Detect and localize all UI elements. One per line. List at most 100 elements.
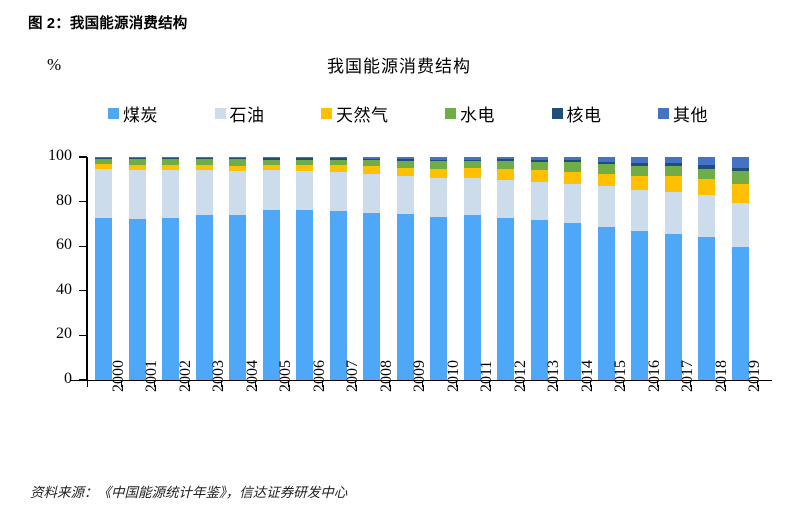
bar-segment-天然气	[430, 169, 448, 179]
x-axis-line	[70, 379, 772, 382]
bar-segment-核电	[396, 159, 414, 161]
bar-segment-核电	[363, 158, 381, 161]
legend-label: 水电	[460, 105, 495, 125]
bar-segment-煤炭	[329, 210, 347, 380]
bar-2011[interactable]	[463, 157, 481, 380]
bar-2015[interactable]	[597, 157, 615, 380]
bar-segment-煤炭	[296, 210, 314, 380]
bar-segment-天然气	[497, 169, 515, 180]
bar-segment-水电	[229, 159, 247, 166]
chart-legend: 煤炭 石油 天然气 水电 核电 其他	[108, 100, 708, 126]
legend-item-煤炭[interactable]: 煤炭	[108, 101, 158, 126]
bar-segment-煤炭	[396, 213, 414, 380]
x-axis-tick-mark	[154, 380, 156, 387]
bar-segment-其他	[296, 157, 314, 159]
bar-segment-水电	[195, 159, 213, 165]
bar-segment-水电	[497, 161, 515, 170]
bar-segment-其他	[128, 157, 146, 158]
x-axis-tick-mark	[690, 380, 692, 387]
bar-segment-天然气	[731, 184, 749, 203]
bar-segment-天然气	[363, 166, 381, 174]
y-axis-tick-mark	[79, 379, 87, 381]
bar-2004[interactable]	[229, 157, 247, 380]
bar-2010[interactable]	[430, 157, 448, 380]
x-axis-tick-label: 2017	[679, 360, 697, 392]
bar-2002[interactable]	[162, 157, 180, 380]
bar-2009[interactable]	[396, 157, 414, 380]
bar-segment-核电	[95, 157, 113, 159]
bar-2012[interactable]	[497, 157, 515, 380]
bar-segment-核电	[564, 160, 582, 163]
bar-segment-核电	[664, 163, 682, 167]
bar-segment-煤炭	[731, 247, 749, 380]
bar-segment-其他	[530, 157, 548, 160]
bar-segment-核电	[296, 158, 314, 160]
bar-segment-水电	[162, 158, 180, 165]
bar-segment-天然气	[597, 173, 615, 187]
chart-title: 我国能源消费结构	[327, 57, 471, 76]
bar-2016[interactable]	[631, 157, 649, 380]
y-axis-line	[86, 157, 88, 380]
x-axis-tick-mark	[321, 380, 323, 387]
bar-segment-石油	[396, 175, 414, 214]
bar-segment-天然气	[530, 169, 548, 182]
bar-segment-煤炭	[597, 226, 615, 380]
x-axis-tick-mark	[254, 380, 256, 387]
bar-2005[interactable]	[262, 157, 280, 380]
x-axis-tick-mark	[522, 380, 524, 387]
bar-2013[interactable]	[530, 157, 548, 380]
y-axis-unit-label: %	[47, 55, 62, 74]
bar-segment-水电	[564, 162, 582, 172]
chart-container: % 我国能源消费结构 煤炭 石油 天然气 水电 核电 其他 0 20 40 60 80 100 200…	[47, 55, 772, 392]
bar-segment-水电	[631, 165, 649, 176]
bar-2000[interactable]	[95, 157, 113, 380]
legend-item-水电[interactable]: 水电	[445, 101, 495, 126]
legend-item-天然气[interactable]: 天然气	[321, 101, 389, 126]
bar-segment-核电	[497, 159, 515, 162]
bar-2007[interactable]	[329, 157, 347, 380]
bar-2017[interactable]	[664, 157, 682, 380]
x-axis-tick-mark	[455, 380, 457, 387]
x-axis-tick-label: 2005	[277, 360, 295, 392]
bar-segment-其他	[363, 157, 381, 159]
bar-segment-煤炭	[497, 218, 515, 380]
bar-2006[interactable]	[296, 157, 314, 380]
x-axis-tick-label: 2004	[243, 360, 261, 392]
legend-item-石油[interactable]: 石油	[214, 101, 265, 126]
bar-2003[interactable]	[195, 157, 213, 380]
x-axis-tick-mark	[556, 380, 558, 387]
bar-2008[interactable]	[363, 157, 381, 380]
legend-swatch-icon	[658, 107, 669, 119]
x-axis-tick-label: 2000	[109, 360, 127, 392]
legend-item-核电[interactable]: 核电	[551, 101, 602, 126]
legend-label: 石油	[229, 105, 265, 125]
bar-segment-其他	[731, 157, 749, 168]
y-axis-tick-mark	[79, 200, 87, 203]
bar-segment-天然气	[162, 164, 180, 170]
x-axis-tick-mark	[355, 380, 357, 387]
bar-segment-其他	[463, 157, 481, 160]
y-axis-tick-label: 80	[56, 191, 72, 209]
x-axis-tick-label: 2015	[612, 360, 630, 392]
y-axis-tick-label: 40	[56, 280, 72, 298]
bar-segment-水电	[597, 163, 615, 174]
bar-2014[interactable]	[564, 157, 582, 380]
bar-segment-石油	[698, 195, 716, 237]
bar-segment-天然气	[564, 171, 582, 185]
bar-2001[interactable]	[128, 157, 146, 380]
bar-segment-石油	[664, 191, 682, 234]
bar-2019[interactable]	[731, 157, 749, 380]
bar-segment-核电	[731, 167, 749, 172]
x-axis-tick-mark	[489, 380, 491, 387]
x-axis-tick-label: 2018	[712, 360, 730, 392]
bar-segment-核电	[229, 158, 247, 160]
legend-item-其他[interactable]: 其他	[658, 101, 708, 126]
figure-caption: 图 2：我国能源消费结构	[28, 16, 188, 32]
bar-segment-煤炭	[564, 223, 582, 380]
bar-segment-煤炭	[430, 217, 448, 380]
bar-segment-水电	[664, 166, 682, 177]
x-axis-tick-mark	[723, 380, 725, 387]
bar-segment-煤炭	[195, 214, 213, 380]
bar-segment-其他	[698, 157, 716, 166]
bar-2018[interactable]	[698, 157, 716, 380]
